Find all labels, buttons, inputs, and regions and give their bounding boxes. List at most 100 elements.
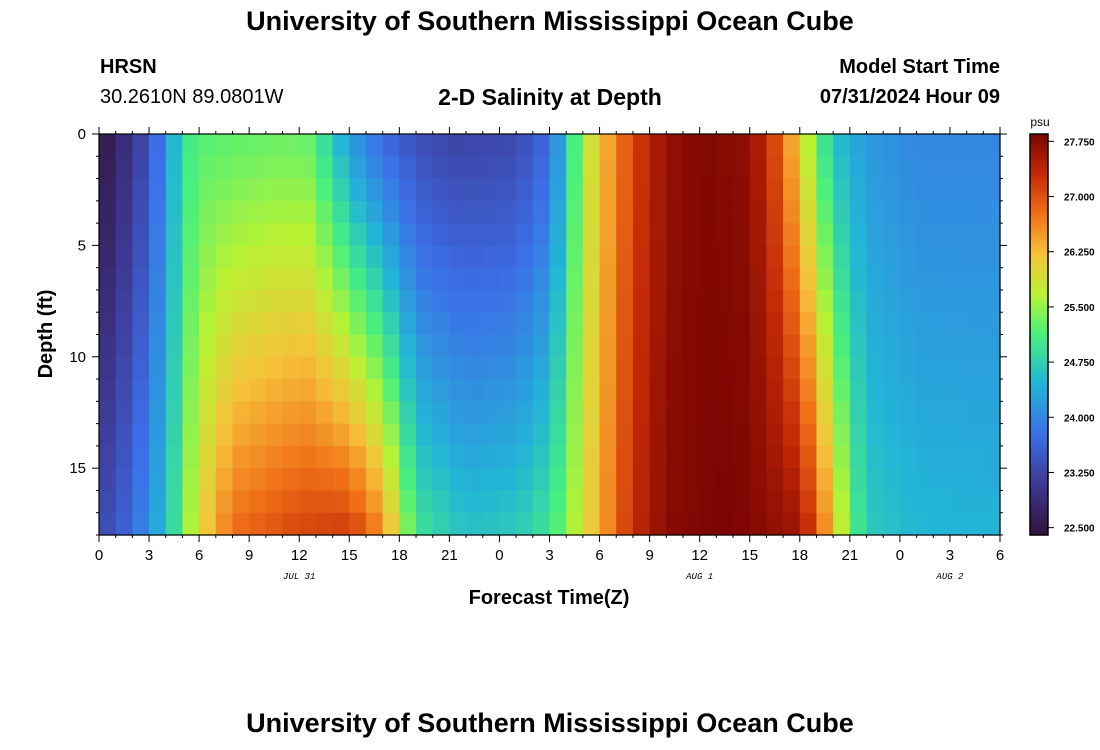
heat-cell [466,178,484,202]
station-coordinates: 30.2610N 89.0801W [100,86,284,108]
y-tick-label: 5 [78,237,86,254]
heat-cell [682,245,701,269]
heat-cell [382,223,400,246]
heat-cell [516,356,534,380]
heat-cell [649,134,667,157]
heat-cell [566,401,584,425]
heat-cell [783,512,801,536]
heat-cell [482,379,501,402]
heat-cell [149,267,167,291]
heat-cell [332,468,350,492]
heat-cell [215,356,234,380]
heat-cell [833,156,851,180]
heat-cell [282,289,300,313]
heat-cell [399,490,417,514]
heat-cell [215,512,234,536]
heat-cell [599,512,617,536]
x-axis: 0 3 6 9 12 15 18 21 0 3 6 9 12 15 18 21 0 3 6 JUL 31 AUG 1 AU… [95,127,1004,582]
heat-cell [232,312,250,336]
heat-cell [833,223,851,246]
heat-cell [699,490,717,514]
heat-cell [632,134,651,157]
heat-cell [499,468,517,492]
colorbar-ramp [1029,133,1049,536]
heat-cell [749,401,768,425]
heat-cell [949,401,968,425]
heat-cell [182,156,200,180]
heat-cell [115,445,133,469]
heat-cell [816,334,834,358]
heat-cell [632,445,651,469]
heat-cell [833,356,851,380]
heat-cell [449,490,467,514]
heat-cell [165,356,184,380]
heat-cell [549,423,567,447]
heat-cell [866,379,884,402]
heat-cell [849,267,868,291]
heat-cell [833,468,851,492]
heat-cell [816,401,834,425]
heat-cell [466,334,484,358]
heat-cell [766,445,784,469]
heat-cell [733,134,751,157]
heat-cell [432,468,450,492]
heat-cell [532,379,551,402]
heat-cell [199,156,217,180]
heat-cell [315,512,334,536]
heat-cell [666,356,684,380]
heat-cell [249,445,267,469]
heat-cell [416,134,434,157]
heat-cell [566,468,584,492]
heat-cell [666,156,684,180]
heat-cell [215,334,234,358]
heat-cell [382,134,400,157]
heat-cell [99,200,117,224]
heat-cell [766,156,784,180]
heat-cell [749,356,768,380]
heat-cell [566,379,584,402]
heat-cell [749,156,768,180]
heat-cell [549,334,567,358]
heat-cell [215,423,234,447]
y-tick-label: 15 [69,460,86,477]
heat-cell [232,134,250,157]
heat-cell [783,245,801,269]
heat-cell [416,267,434,291]
heat-cell [899,490,918,514]
heat-cell [699,312,717,336]
heat-cell [466,289,484,313]
heat-cell [399,156,417,180]
heat-cell [649,334,667,358]
heat-cell [816,134,834,157]
heat-cell [616,468,634,492]
heat-cell [582,223,601,246]
heat-cell [933,178,951,202]
heat-cell [332,356,350,380]
heat-cell [616,223,634,246]
heat-cell [466,490,484,514]
heat-cell [866,178,884,202]
heat-cell [315,312,334,336]
heat-cell [883,245,901,269]
heat-cell [182,289,200,313]
heat-cell [883,178,901,202]
heat-cell [132,356,150,380]
heat-cell [132,312,150,336]
heat-cell [649,289,667,313]
heat-cell [949,356,968,380]
heat-cell [499,223,517,246]
heat-cell [432,178,450,202]
heat-cell [532,223,551,246]
heat-cell [733,245,751,269]
heat-cell [182,134,200,157]
heat-cell [833,289,851,313]
heat-cell [149,245,167,269]
x-date-label: AUG 1 [685,572,713,582]
heat-cell [182,267,200,291]
heat-cell [416,445,434,469]
heat-cell [666,445,684,469]
heat-cell [149,490,167,514]
heat-cell [799,312,818,336]
heat-cell [749,289,768,313]
heat-cell [165,468,184,492]
